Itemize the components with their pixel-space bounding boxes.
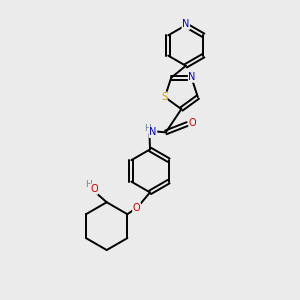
Text: O: O [90, 184, 98, 194]
Text: H: H [145, 124, 151, 133]
Text: N: N [182, 19, 190, 29]
Text: O: O [133, 203, 140, 213]
Text: O: O [189, 118, 196, 128]
Text: N: N [188, 72, 196, 82]
Text: N: N [149, 128, 157, 137]
Text: S: S [161, 92, 167, 102]
Text: H: H [85, 180, 92, 189]
